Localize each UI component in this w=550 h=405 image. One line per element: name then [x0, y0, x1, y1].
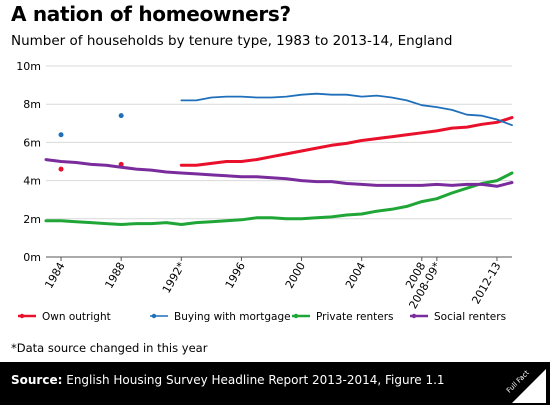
series-line — [44, 171, 514, 226]
source-label: Source: — [11, 373, 63, 387]
footer-bar: Source: English Housing Survey Headline … — [0, 362, 550, 405]
full-fact-logo-icon — [512, 369, 546, 403]
x-tick-label: 1992* — [160, 260, 188, 296]
source-citation: Source: English Housing Survey Headline … — [11, 373, 445, 387]
y-tick-label: 4m — [23, 175, 41, 188]
y-tick-label: 8m — [23, 98, 41, 111]
legend-marker — [151, 313, 157, 319]
x-tick-label: 2004 — [343, 260, 368, 291]
x-tick-label: 1996 — [223, 260, 248, 291]
legend-label: Buying with mortgage — [174, 311, 291, 323]
y-tick-label: 6m — [23, 136, 41, 149]
chart-title: A nation of homeowners? — [11, 2, 291, 26]
legend-label: Social renters — [434, 311, 506, 323]
legend-label: Private renters — [316, 311, 394, 323]
y-tick-label: 2m — [23, 213, 41, 226]
legend-marker — [293, 313, 299, 319]
source-text: English Housing Survey Headline Report 2… — [66, 373, 445, 387]
line-chart: 0m 2m 4m 6m 8m 10m 1984 1988 1992* 1996 2000 2004 20… — [16, 60, 514, 323]
y-tick-label: 10m — [16, 60, 41, 73]
y-tick-label: 0m — [23, 251, 41, 264]
series-line — [180, 92, 513, 127]
legend-marker — [19, 313, 25, 319]
data-point — [58, 132, 64, 138]
x-tick-label: 1984 — [42, 260, 67, 291]
data-point — [118, 113, 124, 119]
legend-marker — [411, 313, 417, 319]
data-source-note: *Data source changed in this year — [11, 341, 208, 355]
series-line — [44, 158, 514, 188]
x-tick-label: 2012-13 — [469, 260, 503, 306]
series-line — [179, 116, 514, 167]
data-point — [58, 166, 64, 172]
legend-label: Own outright — [42, 311, 111, 323]
chart-subtitle: Number of households by tenure type, 198… — [11, 33, 453, 49]
x-tick-label: 1988 — [103, 260, 128, 291]
x-tick-label: 2000 — [283, 260, 308, 291]
